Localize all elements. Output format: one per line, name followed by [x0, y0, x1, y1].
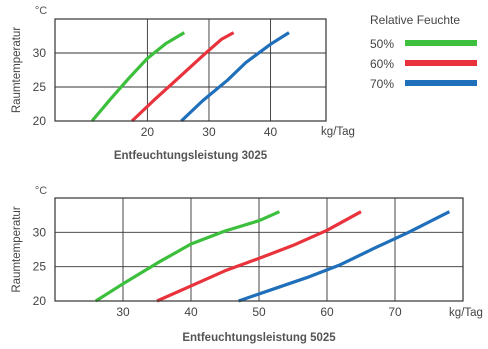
- chart-5025: 30 40 50 60 70 20 25 30 °C kg/Tag Raumtemperatur En…: [11, 185, 483, 344]
- y-tick-label: 25: [33, 80, 47, 94]
- legend-swatch-50: [405, 40, 477, 46]
- chart-caption: Entfeuchtungsleistung 5025: [182, 332, 336, 344]
- series-line-50: [90, 31, 186, 123]
- x-axis-label: kg/Tag: [449, 307, 483, 319]
- y-tick-label: 30: [33, 225, 47, 239]
- y-tick-label: 25: [33, 260, 47, 274]
- legend-label-70: 70%: [370, 77, 394, 91]
- y-axis-label: Raumtemperatur: [11, 206, 23, 292]
- x-tick-label: 70: [388, 305, 402, 319]
- series-line-70: [180, 31, 290, 123]
- series-line-60: [130, 31, 235, 123]
- x-tick-label: 50: [252, 305, 266, 319]
- series-line-60: [156, 210, 362, 303]
- x-tick-label: 30: [202, 125, 216, 139]
- y-tick-label: 30: [33, 46, 47, 60]
- x-tick-label: 60: [320, 305, 334, 319]
- y-tick-label: 20: [33, 294, 47, 308]
- legend-title: Relative Feuchte: [370, 13, 460, 27]
- chart-3025: 20 30 40 20 25 30 °C kg/Tag Raumtemperatur Entfeu…: [11, 5, 355, 162]
- legend-label-50: 50%: [370, 37, 394, 51]
- legend-swatch-60: [405, 60, 477, 66]
- y-unit-label: °C: [35, 185, 47, 197]
- legend: Relative Feuchte 50% 60% 70%: [370, 13, 477, 91]
- x-axis-label: kg/Tag: [321, 126, 355, 138]
- x-tick-label: 40: [184, 305, 198, 319]
- y-unit-label: °C: [35, 5, 47, 17]
- x-tick-label: 40: [264, 125, 278, 139]
- legend-label-60: 60%: [370, 57, 394, 71]
- series-line-50: [94, 210, 281, 303]
- plot-frame: [54, 197, 464, 302]
- y-tick-label: 20: [33, 114, 47, 128]
- plot-frame: [54, 18, 327, 122]
- series-line-70: [238, 210, 451, 303]
- y-axis-label: Raumtemperatur: [11, 27, 23, 113]
- x-tick-label: 30: [116, 305, 130, 319]
- chart-caption: Entfeuchtungsleistung 3025: [114, 150, 268, 162]
- x-tick-label: 20: [141, 125, 155, 139]
- legend-swatch-70: [405, 80, 477, 86]
